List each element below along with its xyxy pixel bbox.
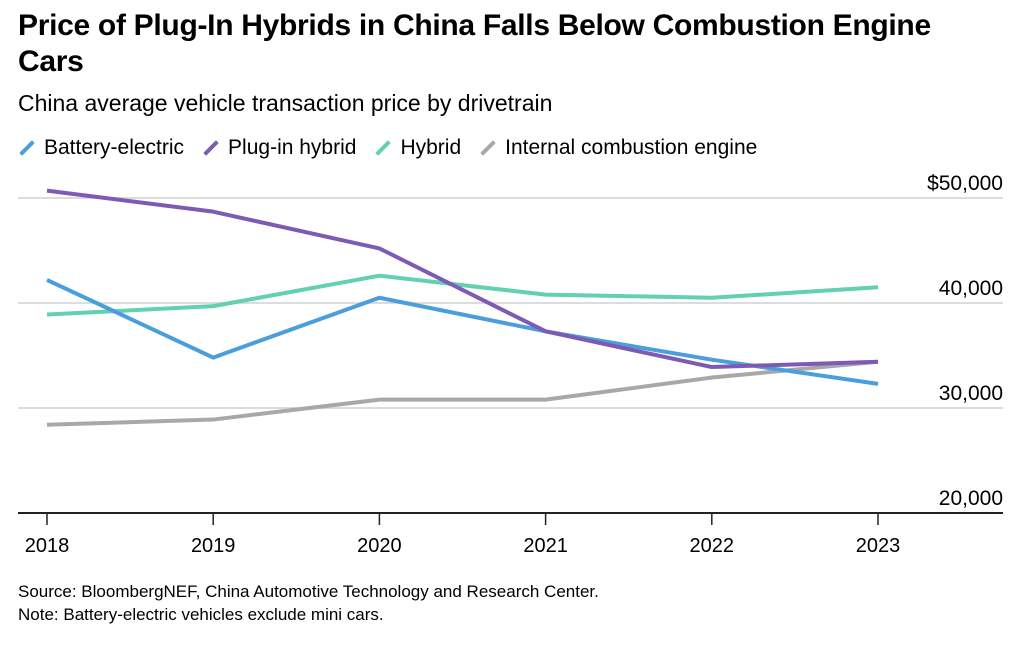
legend-item-ice: Internal combustion engine	[479, 136, 757, 160]
footnotes: Source: BloombergNEF, China Automotive T…	[18, 580, 599, 626]
y-tick-label: 20,000	[939, 487, 1003, 510]
y-tick-label: 30,000	[939, 382, 1003, 405]
series-line-internal-combustion-engine	[46, 359, 879, 427]
legend-item-plug-in-hybrid: Plug-in hybrid	[202, 136, 356, 160]
legend-label: Hybrid	[400, 136, 462, 159]
x-tick-label: 2021	[523, 535, 568, 557]
x-tick-label: 2019	[191, 535, 236, 557]
legend-label: Plug-in hybrid	[228, 136, 357, 159]
chart-subtitle: China average vehicle transaction price …	[18, 90, 553, 116]
series-line-battery-electric	[46, 278, 879, 386]
legend: Battery-electric Plug-in hybrid Hybrid I…	[18, 136, 757, 160]
chart-title: Price of Plug-In Hybrids in China Falls …	[18, 9, 931, 78]
series-line-plug-in-hybrid	[46, 188, 879, 370]
x-tick-label: 2023	[856, 535, 901, 557]
note-text: Note: Battery-electric vehicles exclude …	[18, 605, 384, 624]
y-tick-label: 40,000	[939, 277, 1003, 300]
legend-item-hybrid: Hybrid	[374, 136, 461, 160]
x-tick-label: 2020	[357, 535, 402, 557]
y-tick-label: $50,000	[927, 172, 1003, 195]
x-tick-label: 2018	[25, 535, 70, 557]
legend-label: Battery-electric	[44, 136, 185, 159]
legend-label: Internal combustion engine	[505, 136, 758, 159]
source-text: Source: BloombergNEF, China Automotive T…	[18, 582, 599, 601]
series-line-hybrid	[46, 273, 879, 317]
legend-item-battery-electric: Battery-electric	[18, 136, 184, 160]
x-tick-label: 2022	[690, 535, 735, 557]
